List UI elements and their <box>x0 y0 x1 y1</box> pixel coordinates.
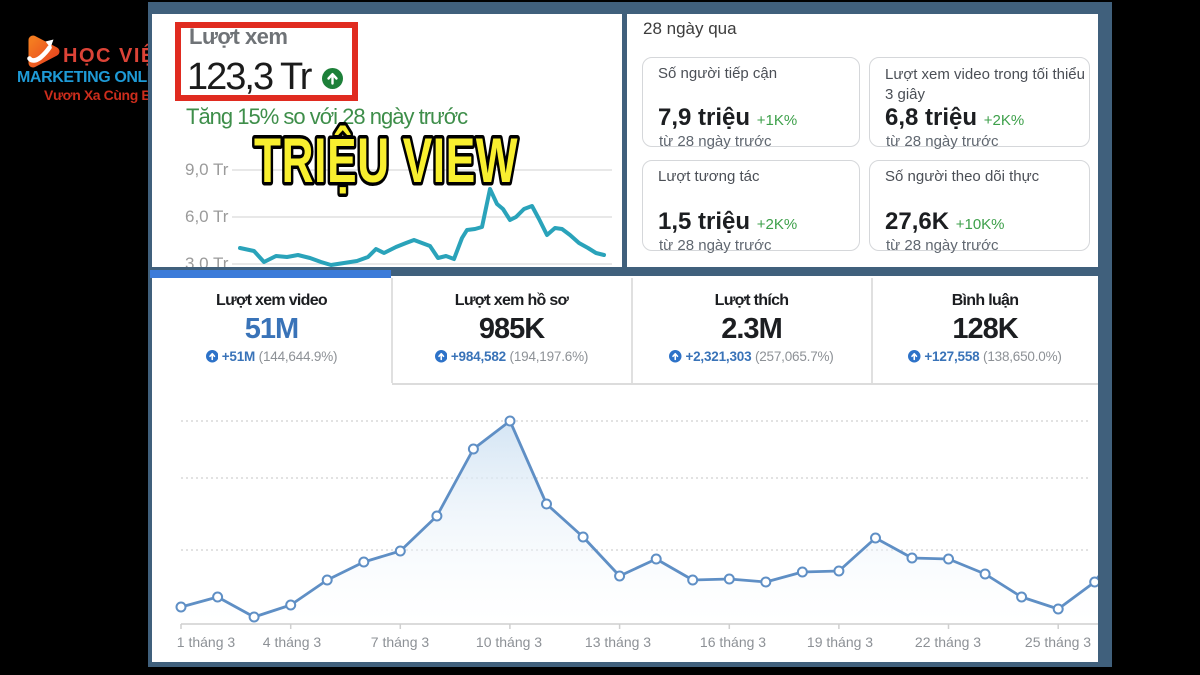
svg-text:19 tháng 3: 19 tháng 3 <box>807 634 873 650</box>
svg-text:22 tháng 3: 22 tháng 3 <box>915 634 981 650</box>
svg-text:13 tháng 3: 13 tháng 3 <box>585 634 651 650</box>
svg-text:10 tháng 3: 10 tháng 3 <box>476 634 542 650</box>
svg-text:25 tháng 3: 25 tháng 3 <box>1025 634 1091 650</box>
svg-text:4 tháng 3: 4 tháng 3 <box>263 634 322 650</box>
svg-text:7 tháng 3: 7 tháng 3 <box>371 634 430 650</box>
svg-text:TRIỆU VIEW: TRIỆU VIEW <box>254 125 518 196</box>
svg-text:16 tháng 3: 16 tháng 3 <box>700 634 766 650</box>
svg-text:1 tháng 3: 1 tháng 3 <box>177 634 236 650</box>
